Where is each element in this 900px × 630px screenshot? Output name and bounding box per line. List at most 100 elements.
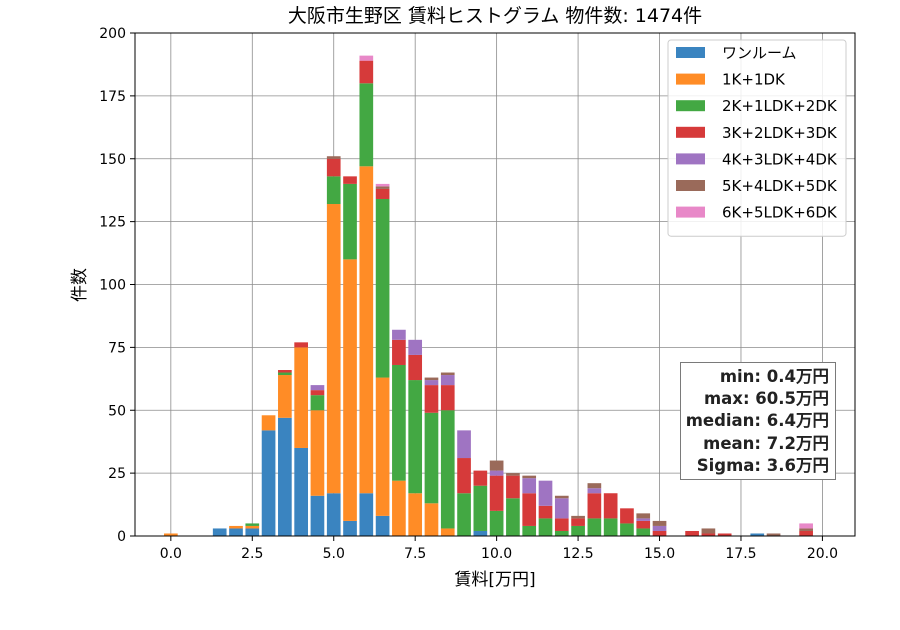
bar-segment: [392, 329, 406, 340]
x-tick-label: 2.5: [241, 546, 263, 562]
bar-segment: [261, 415, 276, 431]
y-tick-label: 175: [99, 89, 126, 105]
bar-segment: [799, 530, 813, 536]
bar-segment: [278, 372, 292, 376]
bar-segment: [424, 377, 439, 381]
bar-segment: [408, 354, 423, 381]
bar-segment: [522, 493, 537, 526]
bar-segment: [701, 528, 716, 534]
bar-segment: [375, 188, 390, 199]
bar-segment: [359, 493, 374, 536]
bar-segment: [603, 518, 618, 536]
bar-segment: [440, 410, 455, 529]
bar-segment: [229, 528, 243, 536]
legend-swatch: [676, 126, 705, 138]
bar-segment: [294, 447, 308, 536]
bar-segment: [538, 505, 553, 519]
bar-segment: [489, 475, 504, 511]
bar-segment: [375, 198, 390, 378]
bar-segment: [440, 372, 455, 376]
legend-swatch: [676, 100, 705, 112]
bar-segment: [554, 498, 569, 519]
bar-segment: [229, 525, 243, 529]
stat-mean: mean: 7.2万円: [703, 433, 829, 453]
bar-segment: [343, 520, 357, 536]
bar-segment: [506, 475, 520, 499]
bar-segment: [636, 520, 651, 529]
bar-segment: [603, 493, 618, 519]
y-tick-label: 200: [99, 26, 126, 42]
y-tick-label: 75: [108, 340, 126, 356]
x-tick-label: 7.5: [404, 546, 426, 562]
bar-segment: [587, 493, 602, 519]
bar-segment: [571, 525, 585, 536]
bar-segment: [717, 533, 732, 536]
bar-segment: [261, 430, 276, 536]
bar-segment: [392, 480, 406, 536]
bar-segment: [799, 523, 813, 529]
stat-min: min: 0.4万円: [719, 367, 829, 386]
bar-segment: [310, 395, 325, 411]
bar-segment: [457, 458, 471, 494]
y-tick-label: 150: [99, 152, 126, 168]
bar-segment: [392, 364, 406, 481]
bar-segment: [571, 518, 585, 526]
y-tick-label: 100: [99, 278, 126, 294]
bar-segment: [310, 390, 325, 396]
bar-segment: [554, 495, 569, 499]
bar-segment: [506, 473, 520, 476]
legend-box: [667, 39, 847, 237]
bar-segment: [538, 518, 553, 536]
bar-segment: [522, 525, 537, 536]
y-tick-label: 125: [99, 215, 126, 231]
stat-max: max: 60.5万円: [703, 389, 829, 409]
bar-segment: [163, 533, 178, 536]
bar-segment: [587, 518, 602, 536]
bar-segment: [359, 83, 374, 167]
x-axis-label: 賃料[万円]: [454, 570, 535, 590]
legend-label: 5K+4LDK+5DK: [722, 177, 838, 195]
bar-segment: [489, 510, 504, 536]
bar-segment: [326, 158, 341, 177]
bar-segment: [343, 176, 357, 184]
bar-segment: [652, 530, 667, 536]
bar-segment: [489, 460, 504, 471]
bar-segment: [310, 495, 325, 536]
bar-segment: [392, 339, 406, 365]
bar-segment: [587, 488, 602, 494]
legend: ワンルーム 1K+1DK 2K+1LDK+2DK 3K+2LDK+3DK 4K+3LDK…: [667, 39, 847, 237]
y-tick-label: 25: [108, 466, 126, 482]
bar-segment: [424, 503, 439, 536]
bar-segment: [343, 259, 357, 521]
bar-segment: [685, 530, 699, 536]
bar-segment: [359, 55, 374, 61]
bar-segment: [473, 485, 488, 531]
bar-segment: [652, 520, 667, 526]
bar-segment: [294, 342, 308, 348]
bar-segment: [440, 385, 455, 411]
legend-swatch: [676, 47, 705, 58]
bar-segment: [522, 475, 537, 479]
x-tick-label: 10.0: [481, 546, 512, 562]
legend-label: ワンルーム: [722, 44, 797, 62]
bar-segment: [310, 385, 325, 391]
y-tick-label: 0: [117, 529, 126, 545]
bar-segment: [636, 513, 651, 519]
bar-segment: [636, 518, 651, 521]
bar-segment: [457, 430, 471, 459]
x-tick-label: 20.0: [807, 546, 838, 562]
x-tick-label: 12.5: [562, 546, 593, 562]
bar-segment: [375, 515, 390, 536]
bars-layer: [163, 55, 813, 536]
bar-segment: [424, 380, 439, 386]
bar-segment: [245, 523, 260, 526]
bar-segment: [701, 533, 716, 536]
bar-segment: [375, 377, 390, 516]
bar-segment: [620, 508, 634, 524]
legend-label: 2K+1LDK+2DK: [722, 97, 838, 115]
x-tick-label: 5.0: [323, 546, 345, 562]
bar-segment: [375, 186, 390, 189]
bar-segment: [440, 528, 455, 536]
bar-segment: [506, 498, 520, 536]
